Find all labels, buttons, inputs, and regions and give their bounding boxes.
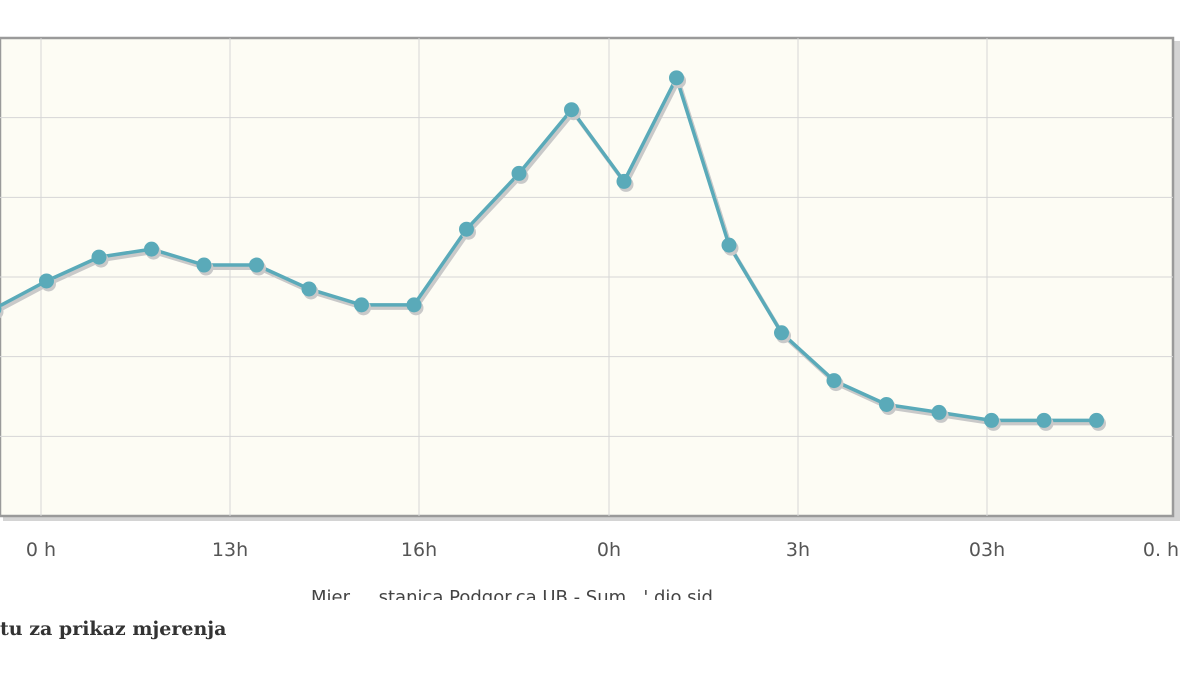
x-tick-label: 0. h <box>1143 539 1179 561</box>
data-point[interactable] <box>774 325 789 341</box>
data-points <box>0 70 1106 431</box>
data-point[interactable] <box>826 373 842 389</box>
x-tick-label: 0 h <box>26 539 56 561</box>
footer-text: tu za prikaz mjerenja <box>0 618 227 640</box>
data-point[interactable] <box>39 273 54 289</box>
data-point[interactable] <box>91 249 107 265</box>
data-point[interactable] <box>616 173 632 189</box>
data-point[interactable] <box>931 404 947 420</box>
data-point[interactable] <box>354 297 369 313</box>
data-point[interactable] <box>564 102 579 118</box>
x-tick-label: 03h <box>969 539 1005 561</box>
x-axis-label: Mjer .. stanica Podgor.ca UB - Sum, ' di… <box>311 587 713 600</box>
data-point[interactable] <box>301 281 317 297</box>
x-tick-label: 13h <box>212 539 248 561</box>
line-chart: 0 h 13h 16h 0h 3h 03h 0. h Mjer .. stanica Pod… <box>0 36 1180 600</box>
data-point[interactable] <box>721 237 737 253</box>
data-point[interactable] <box>984 412 999 428</box>
data-point[interactable] <box>1036 412 1052 428</box>
data-point[interactable] <box>459 221 474 237</box>
x-axis-ticks: 0 h 13h 16h 0h 3h 03h 0. h <box>26 539 1179 561</box>
series-line-path <box>0 76 1097 423</box>
data-point[interactable] <box>0 301 2 316</box>
grid-lines <box>0 38 1173 516</box>
x-tick-label: 16h <box>401 539 437 561</box>
data-point[interactable] <box>406 297 422 313</box>
series-line-shadow <box>0 78 1099 426</box>
x-tick-label: 0h <box>597 539 621 561</box>
data-point[interactable] <box>196 257 212 273</box>
data-point[interactable] <box>249 257 264 273</box>
data-point[interactable] <box>144 241 159 257</box>
data-point[interactable] <box>511 165 527 181</box>
series-line <box>0 76 1099 426</box>
data-point[interactable] <box>669 70 684 86</box>
data-point[interactable] <box>1089 412 1104 428</box>
x-tick-label: 3h <box>786 539 810 561</box>
data-point[interactable] <box>879 396 894 412</box>
